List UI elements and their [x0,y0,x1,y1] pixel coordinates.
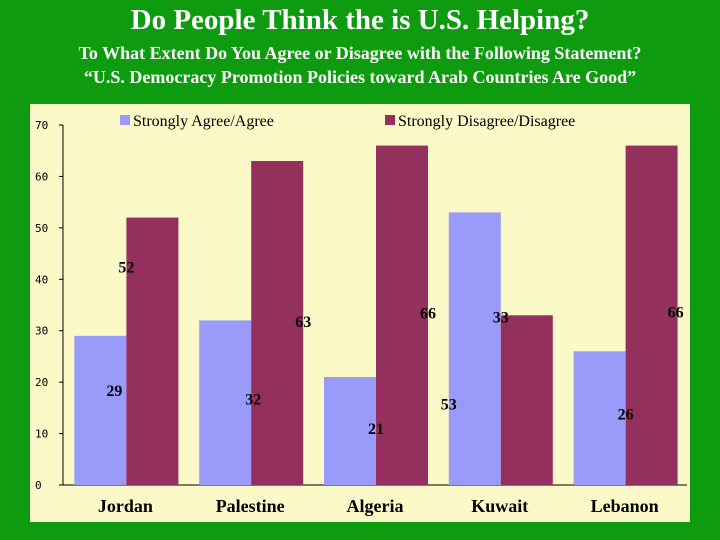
x-category-label: Kuwait [471,496,528,516]
bar [199,320,252,485]
bar [573,351,626,485]
chart-bars [74,145,678,486]
legend-swatch [385,115,395,125]
chart-panel: 0 10 20 30 40 50 60 70 29 52 Jordan 32 63 Palestine 2… [30,104,690,522]
x-category-label: Jordan [98,496,153,516]
bar [376,145,428,486]
y-tick-label: 0 [35,479,42,492]
data-label: 66 [668,305,684,322]
chart-labels: 29 52 Jordan 32 63 Palestine 21 66 Algeria 53 33 Ku… [98,260,684,516]
bar [74,335,127,485]
slide-title: Do People Think the is U.S. Helping? [130,4,590,36]
y-tick-label: 60 [35,170,48,183]
y-tick-label: 40 [35,273,48,286]
bar [251,161,304,485]
y-tick-label: 70 [35,119,48,132]
bar [448,212,501,485]
data-label: 52 [118,260,134,277]
x-category-label: Palestine [216,496,285,516]
data-label: 53 [441,396,457,413]
x-category-label: Lebanon [591,496,659,516]
bar [625,145,678,486]
data-label: 21 [368,421,384,438]
y-tick-label: 20 [35,376,48,389]
y-tick-label: 50 [35,222,48,235]
y-tick-label: 10 [35,428,48,441]
x-category-label: Algeria [347,496,404,516]
bar [324,377,376,485]
data-label: 66 [420,306,436,323]
data-label: 32 [245,391,261,408]
legend-label: Strongly Agree/Agree [133,113,274,130]
data-label: 33 [493,309,509,326]
legend-label: Strongly Disagree/Disagree [398,113,575,130]
data-label: 63 [295,314,311,331]
y-tick-label: 30 [35,325,48,338]
bar [500,315,553,485]
slide-subtitle-line1: To What Extent Do You Agree or Disagree … [78,43,642,63]
data-label: 26 [618,406,634,423]
chart-legend: Strongly Agree/Agree Strongly Disagree/Di… [120,113,575,130]
bar [126,217,179,486]
legend-swatch [120,115,130,125]
data-label: 29 [106,383,122,400]
slide-subtitle-line2: “U.S. Democracy Promotion Policies towar… [83,67,637,87]
